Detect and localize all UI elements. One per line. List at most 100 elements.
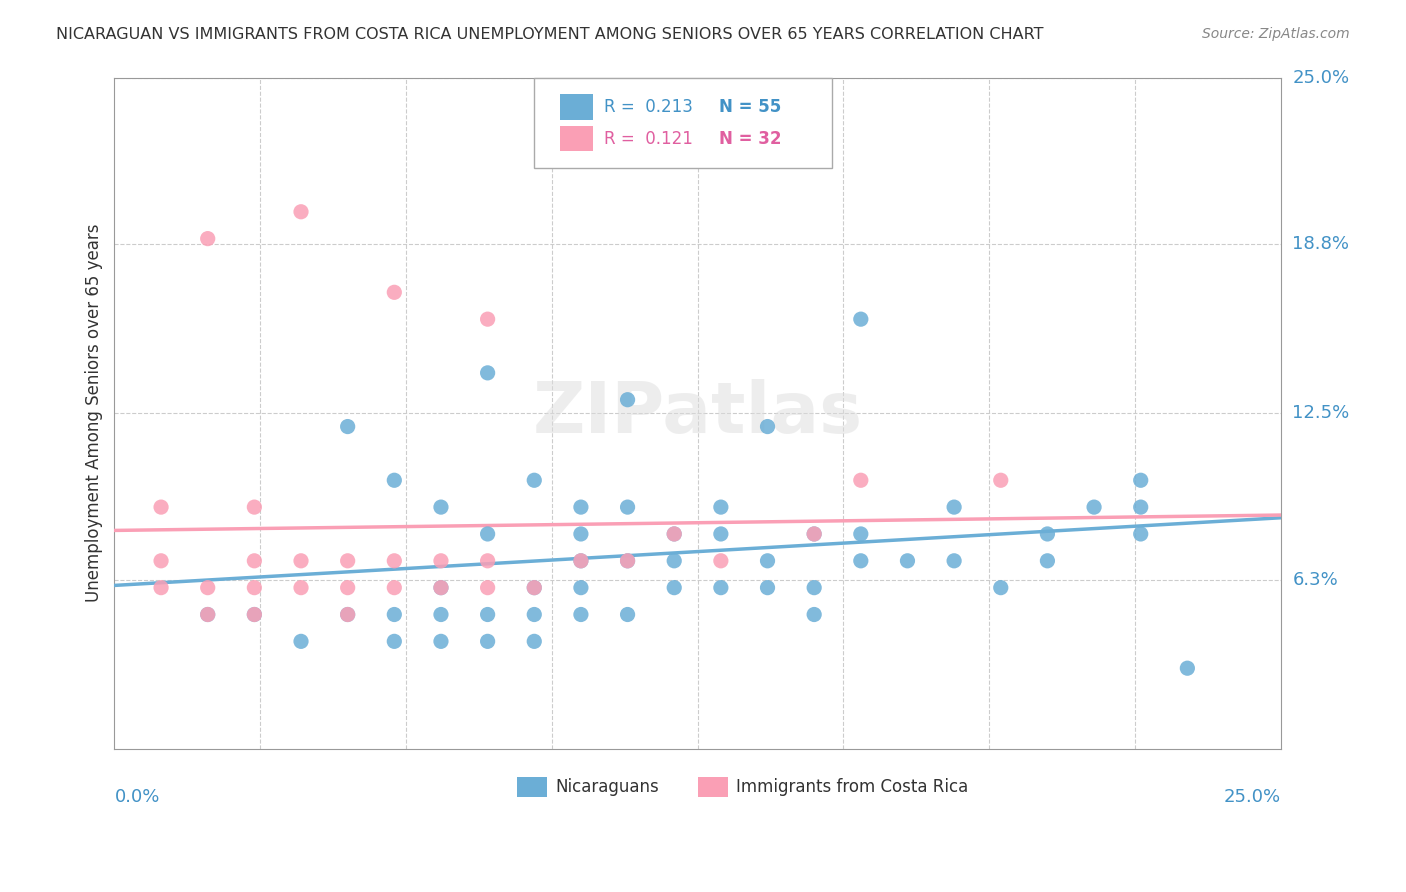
Point [477,581,499,595]
Point [243,581,266,595]
Point [849,312,872,326]
Point [477,527,499,541]
Point [664,581,686,595]
Point [430,581,453,595]
Point [1129,527,1152,541]
Point [523,473,546,487]
Point [710,500,733,515]
Point [150,554,173,568]
Point [756,554,779,568]
Point [664,554,686,568]
Point [382,473,405,487]
Point [664,527,686,541]
Text: 25.0%: 25.0% [1223,788,1281,805]
Point [197,581,219,595]
Point [896,554,918,568]
Point [523,634,546,648]
Point [430,554,453,568]
Point [569,607,592,622]
Text: ZIPatlas: ZIPatlas [533,378,863,448]
Point [430,634,453,648]
Point [336,581,359,595]
Point [664,527,686,541]
Point [803,581,825,595]
Y-axis label: Unemployment Among Seniors over 65 years: Unemployment Among Seniors over 65 years [86,224,103,602]
Point [382,607,405,622]
Point [197,232,219,246]
Text: N = 32: N = 32 [718,129,782,147]
Point [803,527,825,541]
Point [803,527,825,541]
Point [616,500,638,515]
Text: 18.8%: 18.8% [1292,235,1350,253]
Point [382,581,405,595]
Point [430,581,453,595]
Point [943,554,966,568]
Point [710,527,733,541]
Text: NICARAGUAN VS IMMIGRANTS FROM COSTA RICA UNEMPLOYMENT AMONG SENIORS OVER 65 YEAR: NICARAGUAN VS IMMIGRANTS FROM COSTA RICA… [56,27,1043,42]
Point [616,392,638,407]
Point [710,581,733,595]
Point [243,500,266,515]
Point [290,554,312,568]
Point [1129,500,1152,515]
Point [523,581,546,595]
Point [569,500,592,515]
Point [197,607,219,622]
Point [290,634,312,648]
Point [477,634,499,648]
Point [336,607,359,622]
Point [290,204,312,219]
Point [569,554,592,568]
Text: 0.0%: 0.0% [114,788,160,805]
Point [290,581,312,595]
Point [616,554,638,568]
Point [1036,527,1059,541]
Text: 25.0%: 25.0% [1292,69,1350,87]
Point [477,554,499,568]
Point [382,285,405,300]
Point [336,554,359,568]
Point [710,554,733,568]
Point [616,554,638,568]
Point [943,500,966,515]
Point [990,581,1012,595]
Text: Immigrants from Costa Rica: Immigrants from Costa Rica [735,778,969,796]
Point [1177,661,1199,675]
Point [569,581,592,595]
Point [849,527,872,541]
Text: R =  0.213: R = 0.213 [605,98,693,116]
Point [1036,554,1059,568]
Point [803,607,825,622]
Point [150,500,173,515]
Point [990,473,1012,487]
Point [523,581,546,595]
Point [849,473,872,487]
Point [616,607,638,622]
Point [1083,500,1105,515]
Point [336,419,359,434]
FancyBboxPatch shape [560,126,592,152]
Point [569,554,592,568]
Point [477,312,499,326]
Text: R =  0.121: R = 0.121 [605,129,693,147]
Point [430,607,453,622]
Point [243,607,266,622]
FancyBboxPatch shape [517,777,547,797]
Point [382,554,405,568]
Text: 12.5%: 12.5% [1292,404,1350,422]
Point [336,607,359,622]
Point [150,581,173,595]
FancyBboxPatch shape [560,95,592,120]
FancyBboxPatch shape [697,777,728,797]
Point [849,554,872,568]
Point [756,419,779,434]
Point [430,500,453,515]
Text: N = 55: N = 55 [718,98,780,116]
Point [1129,473,1152,487]
Text: Nicaraguans: Nicaraguans [555,778,659,796]
Point [197,607,219,622]
Point [523,607,546,622]
Point [756,581,779,595]
Point [477,607,499,622]
